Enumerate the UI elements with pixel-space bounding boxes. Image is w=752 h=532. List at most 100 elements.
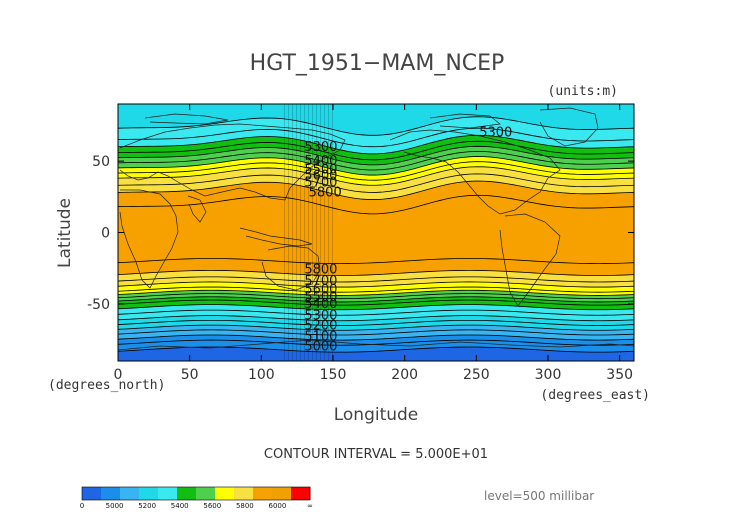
colorbar-swatch-0 <box>82 487 102 500</box>
colorbar-tick-1: 5000 <box>106 502 124 510</box>
contour-label-stripe <box>283 104 336 361</box>
coastline-antarctica <box>118 339 634 351</box>
contour-line-S-5800 <box>118 269 634 276</box>
contour-interval-label: CONTOUR INTERVAL = 5.000E+01 <box>264 447 488 462</box>
contour-line-N-5750 <box>118 173 634 193</box>
contour-label-4: 5700 <box>304 176 337 191</box>
colorbar-swatch-6 <box>196 487 216 500</box>
contour-line-S-5600 <box>118 289 634 296</box>
x-tick-label-100: 100 <box>248 367 275 383</box>
contour-label-11: 5300 <box>304 308 337 323</box>
contour-line-N-5700 <box>118 166 634 186</box>
contour-line-N-5350 <box>118 127 634 148</box>
contour-line-S-5550 <box>118 293 634 300</box>
contour-label-14: 5000 <box>304 340 337 355</box>
y-tick-label-50: 50 <box>92 154 110 170</box>
contour-line-N-5850 <box>118 194 634 215</box>
contour-label-2: 5500 <box>304 163 337 178</box>
contour-line-S-5300 <box>118 315 634 322</box>
units-label: (units:m) <box>548 84 618 99</box>
colorbar-tick-7: ∞ <box>307 502 313 510</box>
contour-label-5: 5800 <box>309 186 342 201</box>
colorbar-tick-3: 5400 <box>171 502 189 510</box>
contour-line-S-5650 <box>118 286 634 293</box>
x-tick-label-350: 350 <box>606 367 633 383</box>
contour-label-15: 5300 <box>479 126 512 141</box>
contour-line-N-5800 <box>118 180 634 200</box>
colorbar-swatch-7 <box>215 487 235 500</box>
contour-line-S-5400 <box>118 304 634 311</box>
contour-line-N-5650 <box>118 161 634 181</box>
contour-line-N-5550 <box>118 151 634 171</box>
band-S-5000- <box>118 347 634 361</box>
contour-line-S-5750 <box>118 276 634 283</box>
contour-line-S-5100 <box>118 334 634 341</box>
contour-label-0: 5300 <box>304 140 337 155</box>
colorbar-tick-4: 5600 <box>203 502 221 510</box>
contour-line-S-5500 <box>118 296 634 303</box>
contour-line-S-5150 <box>118 329 634 336</box>
coastline-arctic <box>144 113 229 125</box>
contour-label-12: 5200 <box>304 318 337 333</box>
contour-line-S-5700 <box>118 281 634 288</box>
y-tick-label-0: 0 <box>101 226 110 242</box>
contour-line-N-5400 <box>118 134 634 155</box>
coastline-south-america <box>499 213 561 307</box>
contour-line-S-5850 <box>118 258 634 265</box>
colorbar-swatch-8 <box>234 487 254 500</box>
axis-ticks: 0 50 100 150 200 250 300 350 50 0 -50 <box>87 104 634 383</box>
x-tick-label-250: 250 <box>463 367 490 383</box>
colorbar-tick-5: 5800 <box>236 502 254 510</box>
y-tick-label--50: -50 <box>87 297 110 313</box>
contour-line-N-5300 <box>118 116 634 136</box>
contour-label-10: 5400 <box>304 297 337 312</box>
colorbar-swatch-10 <box>272 487 292 500</box>
colorbar-swatch-1 <box>101 487 121 500</box>
colorbar-swatch-4 <box>158 487 178 500</box>
coastline-africa <box>119 189 179 289</box>
contour-line-N-5600 <box>118 156 634 176</box>
contour-line-N-5500 <box>118 145 634 166</box>
colorbar-tick-6: 6000 <box>269 502 287 510</box>
contour-labels: 5300540055005600570058005800570056005500… <box>304 126 512 355</box>
contour-label-7: 5700 <box>304 274 337 289</box>
colorbar-swatch-11 <box>291 487 311 500</box>
contour-lines <box>118 116 634 353</box>
coastline-india <box>187 195 207 223</box>
chart-title: HGT_1951−MAM_NCEP <box>250 51 505 76</box>
contour-label-6: 5800 <box>304 263 337 278</box>
colorbar-tick-2: 5200 <box>138 502 156 510</box>
contour-label-3: 5600 <box>304 168 337 183</box>
x-axis-label: Longitude <box>334 405 419 425</box>
x-unit-label: (degrees_east) <box>540 388 650 403</box>
level-label: level=500 millibar <box>484 489 594 503</box>
coastline-greenland <box>539 107 599 147</box>
contour-line-S-5450 <box>118 299 634 306</box>
contour-label-8: 5600 <box>304 283 337 298</box>
colorbar-tick-0: 0 <box>80 502 84 510</box>
colorbar-frame <box>81 486 311 501</box>
x-tick-label-200: 200 <box>391 367 418 383</box>
colorbar-swatch-3 <box>139 487 159 500</box>
colorbar-swatch-2 <box>120 487 140 500</box>
contour-line-S-5250 <box>118 319 634 326</box>
x-tick-label-0: 0 <box>114 367 123 383</box>
colorbar-swatch-9 <box>253 487 273 500</box>
band-N-5200-5300 <box>118 104 634 136</box>
coastline-pole-ring <box>429 113 501 129</box>
contour-line-S-5350 <box>118 309 634 316</box>
contour-line-N-5450 <box>118 140 634 161</box>
coastline-north-america <box>389 129 561 215</box>
contour-label-9: 5500 <box>304 290 337 305</box>
colorbar-swatch-5 <box>177 487 197 500</box>
contour-label-1: 5400 <box>304 154 337 169</box>
contour-line-S-5200 <box>118 324 634 331</box>
colorbar: 0 5000 5200 5400 5600 5800 6000 ∞ <box>80 486 313 510</box>
y-axis-label: Latitude <box>55 198 75 268</box>
contour-line-S-5000 <box>118 346 634 353</box>
contour-label-13: 5100 <box>304 330 337 345</box>
x-tick-label-150: 150 <box>320 367 347 383</box>
x-tick-label-300: 300 <box>535 367 562 383</box>
plot-area: 5300540055005600570058005800570056005500… <box>118 104 634 361</box>
